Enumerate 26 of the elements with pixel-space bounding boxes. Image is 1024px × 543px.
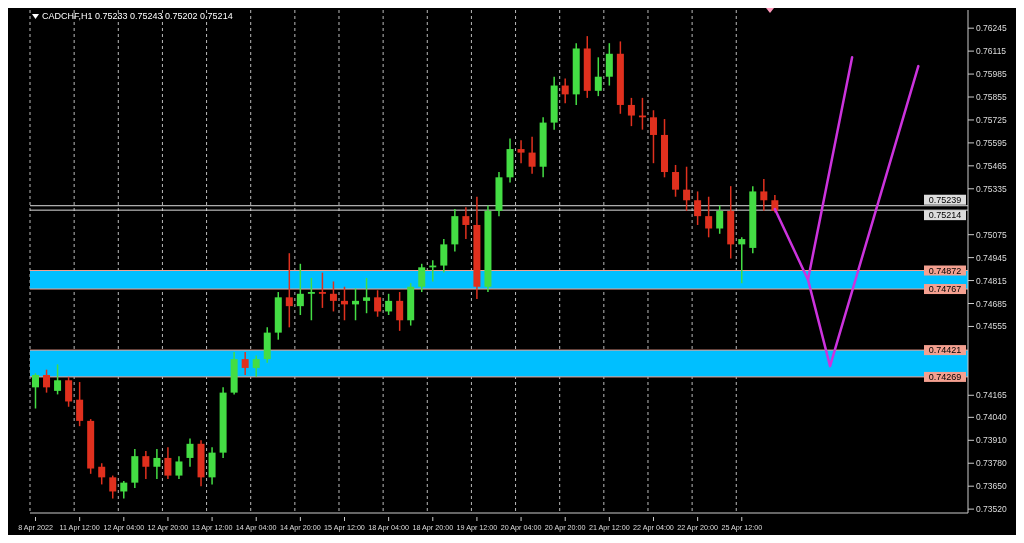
ref-line-label: 0.74421 — [928, 345, 962, 356]
y-tick-label: 0.74685 — [976, 298, 1007, 309]
y-tick-label: 0.76245 — [976, 23, 1007, 34]
y-tick-label: 0.75855 — [976, 92, 1007, 103]
ref-line-label: 0.74767 — [928, 284, 962, 295]
y-tick-label: 0.76115 — [976, 46, 1007, 57]
y-tick-label: 0.73780 — [976, 458, 1007, 469]
y-tick-label: 0.73520 — [976, 504, 1007, 515]
ref-line-label: 0.75239 — [928, 194, 962, 205]
y-tick-label: 0.74040 — [976, 412, 1007, 423]
ref-line-label: 0.75214 — [928, 210, 962, 221]
y-tick-label: 0.75465 — [976, 160, 1007, 171]
y-tick-label: 0.73910 — [976, 435, 1007, 446]
ref-line-label: 0.74269 — [928, 371, 962, 382]
chart-title: CADCHF,H1 0.75233 0.75243 0.75202 0.75214 — [42, 11, 233, 21]
y-tick-label: 0.75075 — [976, 229, 1007, 240]
ref-line-label: 0.74872 — [928, 265, 962, 276]
y-tick-label: 0.75335 — [976, 183, 1007, 194]
y-tick-label: 0.74815 — [976, 275, 1007, 286]
y-tick-label: 0.74165 — [976, 390, 1007, 401]
y-tick-label: 0.74945 — [976, 252, 1007, 263]
y-tick-label: 0.73650 — [976, 481, 1007, 492]
y-tick-label: 0.75985 — [976, 69, 1007, 80]
y-tick-label: 0.75725 — [976, 114, 1007, 125]
y-tick-label: 0.74555 — [976, 321, 1007, 332]
y-tick-label: 0.75595 — [976, 137, 1007, 148]
